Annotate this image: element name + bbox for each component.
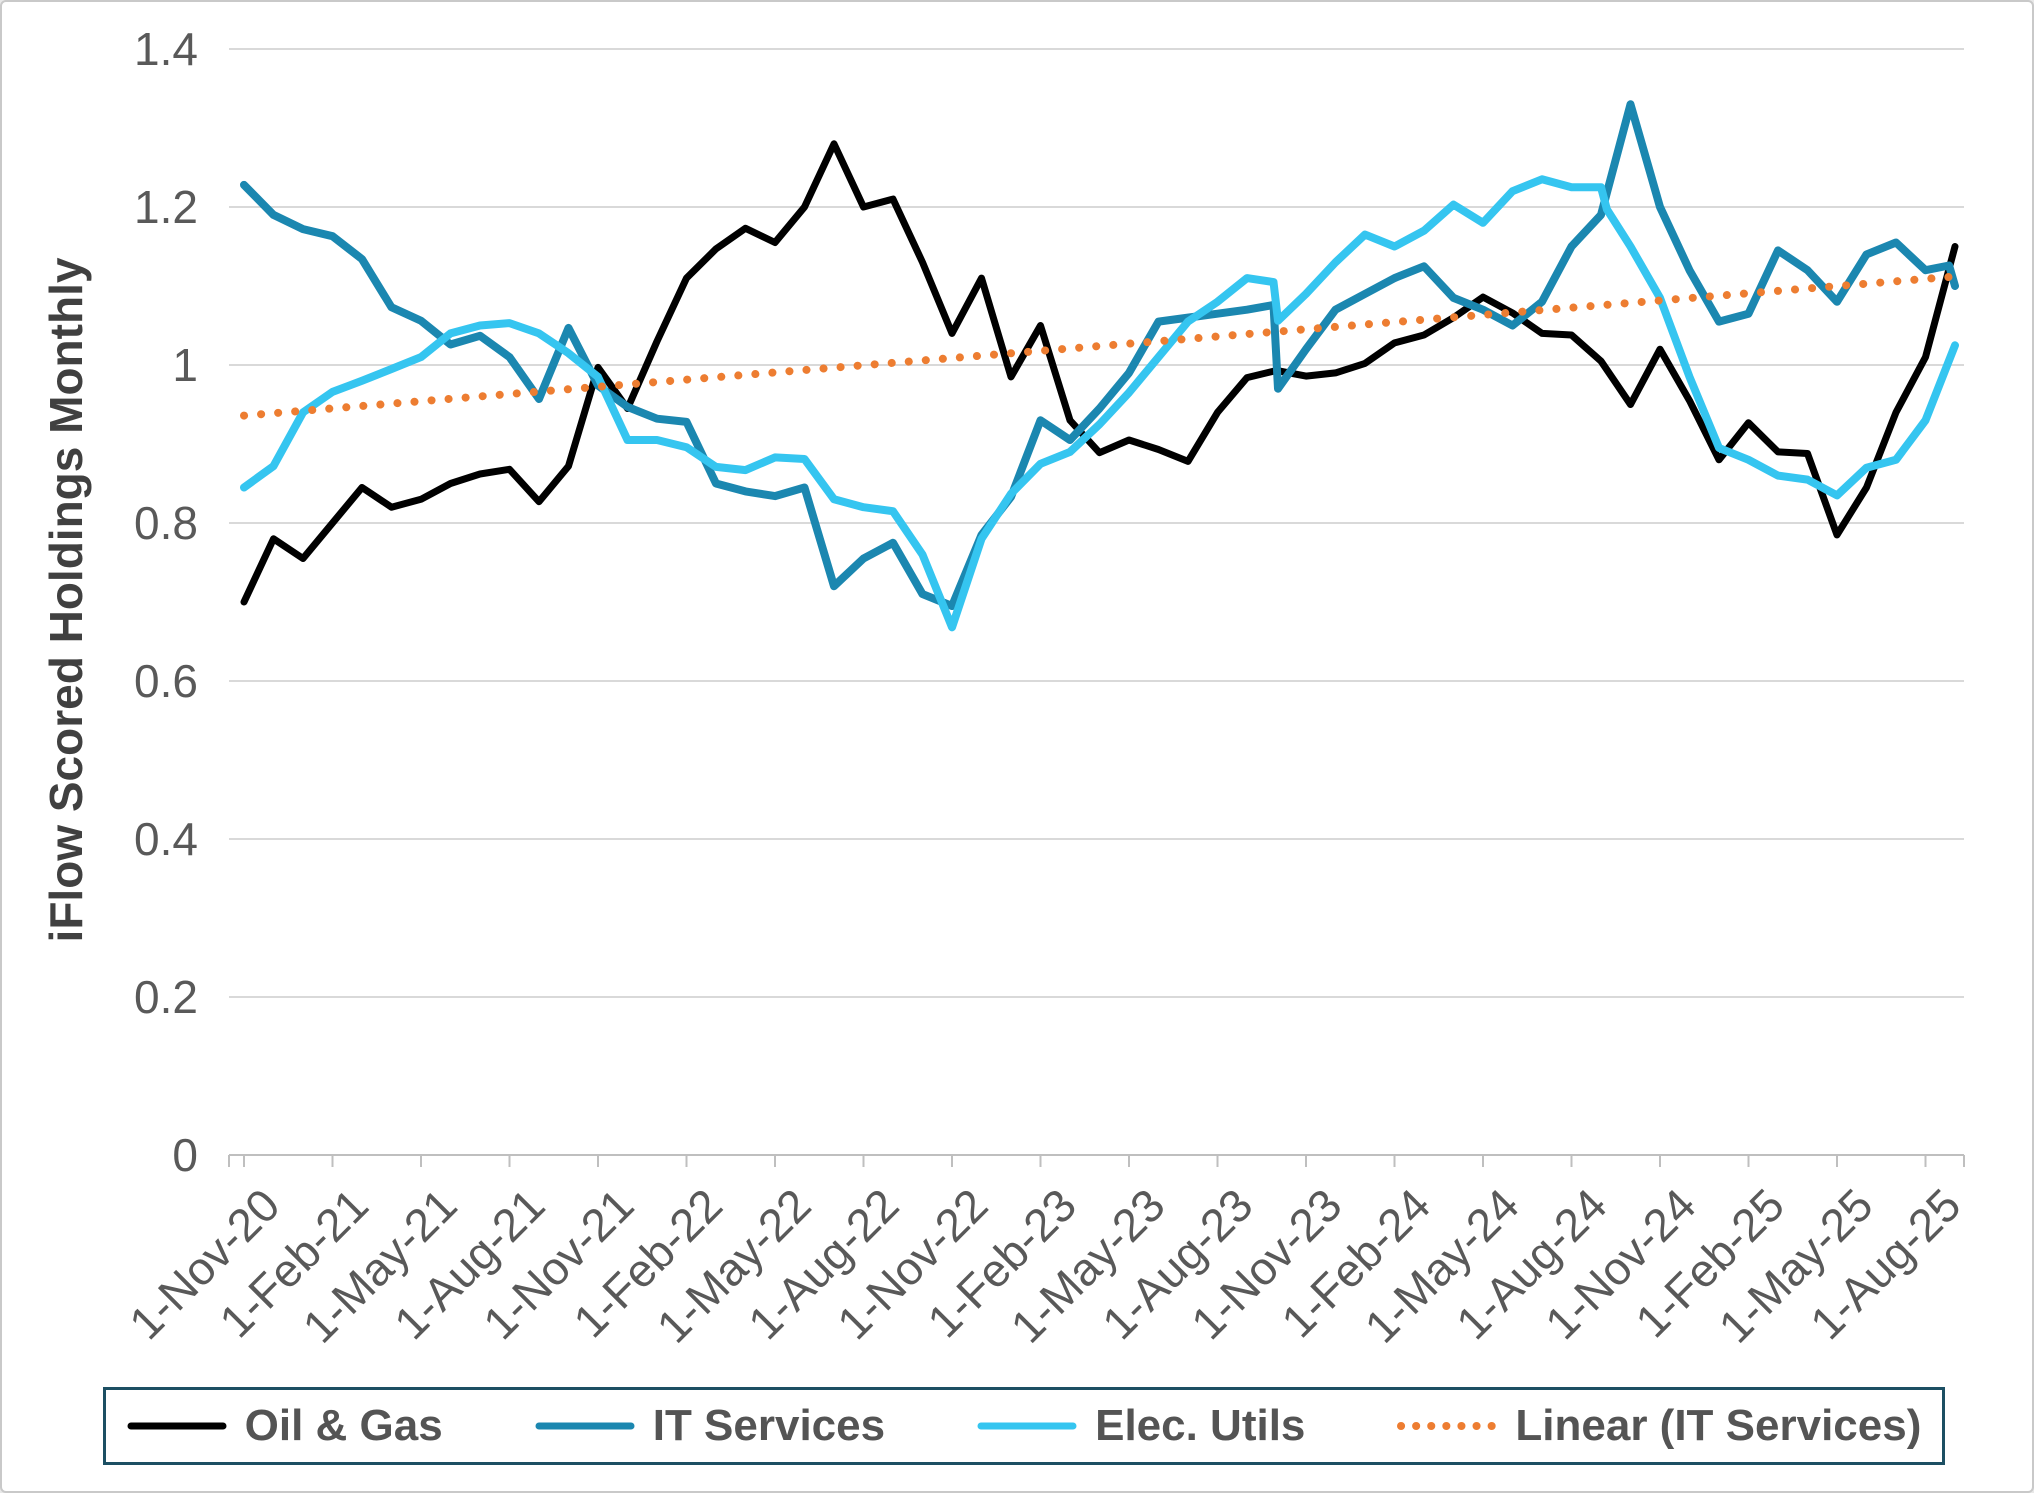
legend-swatch-oil-gas-line-icon bbox=[127, 1422, 227, 1430]
y-tick-label: 0 bbox=[172, 1129, 198, 1181]
legend-item: Elec. Utils bbox=[977, 1401, 1305, 1451]
legend-item: IT Services bbox=[535, 1401, 885, 1451]
y-tick-label: 0.6 bbox=[134, 655, 198, 707]
y-tick-label: 1.2 bbox=[134, 181, 198, 233]
y-tick-label: 0.8 bbox=[134, 497, 198, 549]
legend-label: Oil & Gas bbox=[244, 1401, 443, 1450]
y-tick-label: 1 bbox=[172, 339, 198, 391]
legend-swatch-it-services-line-icon bbox=[535, 1422, 635, 1430]
legend-label: Elec. Utils bbox=[1095, 1401, 1306, 1450]
y-tick-label: 1.4 bbox=[134, 23, 198, 75]
legend-label: Linear (IT Services) bbox=[1515, 1401, 1922, 1450]
legend-item: Oil & Gas bbox=[127, 1401, 443, 1451]
legend-swatch-elec-utils-line-icon bbox=[977, 1422, 1077, 1430]
legend-label: IT Services bbox=[652, 1401, 886, 1450]
y-tick-label: 0.2 bbox=[134, 971, 198, 1023]
legend-swatch-linear-it-services-line-icon bbox=[1397, 1422, 1498, 1430]
series-line-oil-gas bbox=[240, 140, 1959, 606]
legend-item: Linear (IT Services) bbox=[1397, 1401, 1921, 1451]
y-tick-label: 0.4 bbox=[134, 813, 198, 865]
series-line-linear-it-services bbox=[240, 272, 1959, 420]
legend: Oil & Gas IT Services Elec. Utils Linear (I… bbox=[103, 1387, 1945, 1465]
series-line-it-services bbox=[240, 100, 1959, 610]
